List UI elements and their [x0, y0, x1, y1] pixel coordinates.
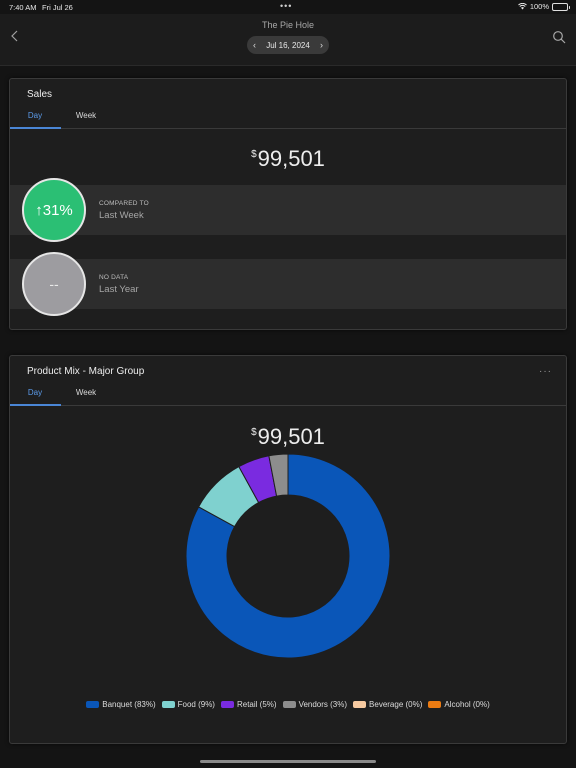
- change-badge: ↑31%: [22, 178, 86, 242]
- product-mix-total: $99,501: [10, 424, 566, 450]
- comparison-label: NO DATA: [99, 274, 129, 281]
- slice-vendors[interactable]: [268, 453, 289, 497]
- sales-total: $99,501: [10, 146, 566, 172]
- legend-label: Vendors (3%): [298, 700, 348, 709]
- slice-banquet[interactable]: [185, 453, 391, 659]
- home-indicator: [200, 760, 376, 763]
- date-picker[interactable]: ‹ Jul 16, 2024 ›: [247, 36, 329, 54]
- more-options-icon[interactable]: ···: [539, 366, 552, 377]
- tab-week[interactable]: Week: [75, 388, 97, 397]
- status-date: Fri Jul 26: [42, 3, 73, 12]
- tab-day[interactable]: Day: [27, 388, 43, 397]
- multitask-dots-icon[interactable]: •••: [280, 1, 293, 11]
- legend-label: Food (9%): [177, 700, 215, 709]
- active-tab-indicator: [10, 404, 61, 406]
- chart-legend: Banquet (83%) Food (9%) Retail (5%) Vendors…: [10, 700, 566, 709]
- prev-date-chevron-icon[interactable]: ‹: [253, 40, 256, 50]
- tab-week[interactable]: Week: [75, 111, 97, 120]
- page-title: The Pie Hole: [261, 20, 315, 30]
- donut-chart[interactable]: [185, 453, 391, 659]
- legend-item-vendors[interactable]: Vendors (3%): [282, 700, 348, 709]
- legend-item-food[interactable]: Food (9%): [161, 700, 215, 709]
- sales-card: Sales Day Week $99,501 ↑31% COMPARED TO …: [9, 78, 567, 330]
- next-date-chevron-icon[interactable]: ›: [320, 40, 323, 50]
- sales-tabs: Day Week: [10, 107, 566, 129]
- comparison-value: Last Week: [99, 210, 144, 221]
- legend-item-banquet[interactable]: Banquet (83%): [86, 700, 156, 709]
- wifi-icon: [517, 3, 527, 10]
- comparison-value: Last Year: [99, 284, 139, 295]
- battery-percent: 100%: [529, 2, 549, 11]
- legend-swatch: [86, 701, 100, 708]
- product-mix-tabs: Day Week: [10, 384, 566, 406]
- no-data-badge: --: [22, 252, 86, 316]
- tab-day[interactable]: Day: [27, 111, 43, 120]
- sales-title: Sales: [27, 89, 53, 100]
- legend-item-retail[interactable]: Retail (5%): [220, 700, 277, 709]
- currency-symbol: $: [251, 149, 257, 160]
- status-right: 100%: [517, 2, 570, 11]
- sales-amount: 99,501: [257, 146, 325, 171]
- nav-header: The Pie Hole ‹ Jul 16, 2024 ›: [0, 14, 576, 66]
- active-tab-indicator: [10, 127, 61, 129]
- comparison-label: COMPARED TO: [99, 200, 149, 207]
- battery-icon: [552, 2, 570, 11]
- status-time: 7:40 AM: [9, 3, 37, 12]
- comparison-row-last-year[interactable]: -- NO DATA Last Year: [10, 252, 566, 316]
- currency-symbol: $: [251, 427, 257, 438]
- status-bar: 7:40 AM Fri Jul 26 ••• 100%: [0, 0, 576, 14]
- product-mix-card: Product Mix - Major Group ··· Day Week $…: [9, 355, 567, 744]
- legend-swatch: [353, 701, 367, 708]
- legend-label: Retail (5%): [236, 700, 277, 709]
- legend-label: Alcohol (0%): [444, 700, 490, 709]
- legend-item-alcohol[interactable]: Alcohol (0%): [428, 700, 490, 709]
- search-icon[interactable]: [552, 30, 566, 44]
- donut-chart-svg: [185, 453, 391, 659]
- legend-swatch: [161, 701, 175, 708]
- product-mix-amount: 99,501: [257, 424, 325, 449]
- legend-label: Banquet (83%): [102, 700, 156, 709]
- back-chevron-icon[interactable]: [8, 28, 22, 44]
- legend-swatch: [220, 701, 234, 708]
- legend-swatch: [282, 701, 296, 708]
- comparison-row-last-week[interactable]: ↑31% COMPARED TO Last Week: [10, 178, 566, 242]
- legend-item-beverage[interactable]: Beverage (0%): [353, 700, 422, 709]
- legend-label: Beverage (0%): [369, 700, 423, 709]
- legend-swatch: [428, 701, 442, 708]
- date-picker-label: Jul 16, 2024: [266, 40, 310, 50]
- product-mix-title: Product Mix - Major Group: [27, 366, 145, 377]
